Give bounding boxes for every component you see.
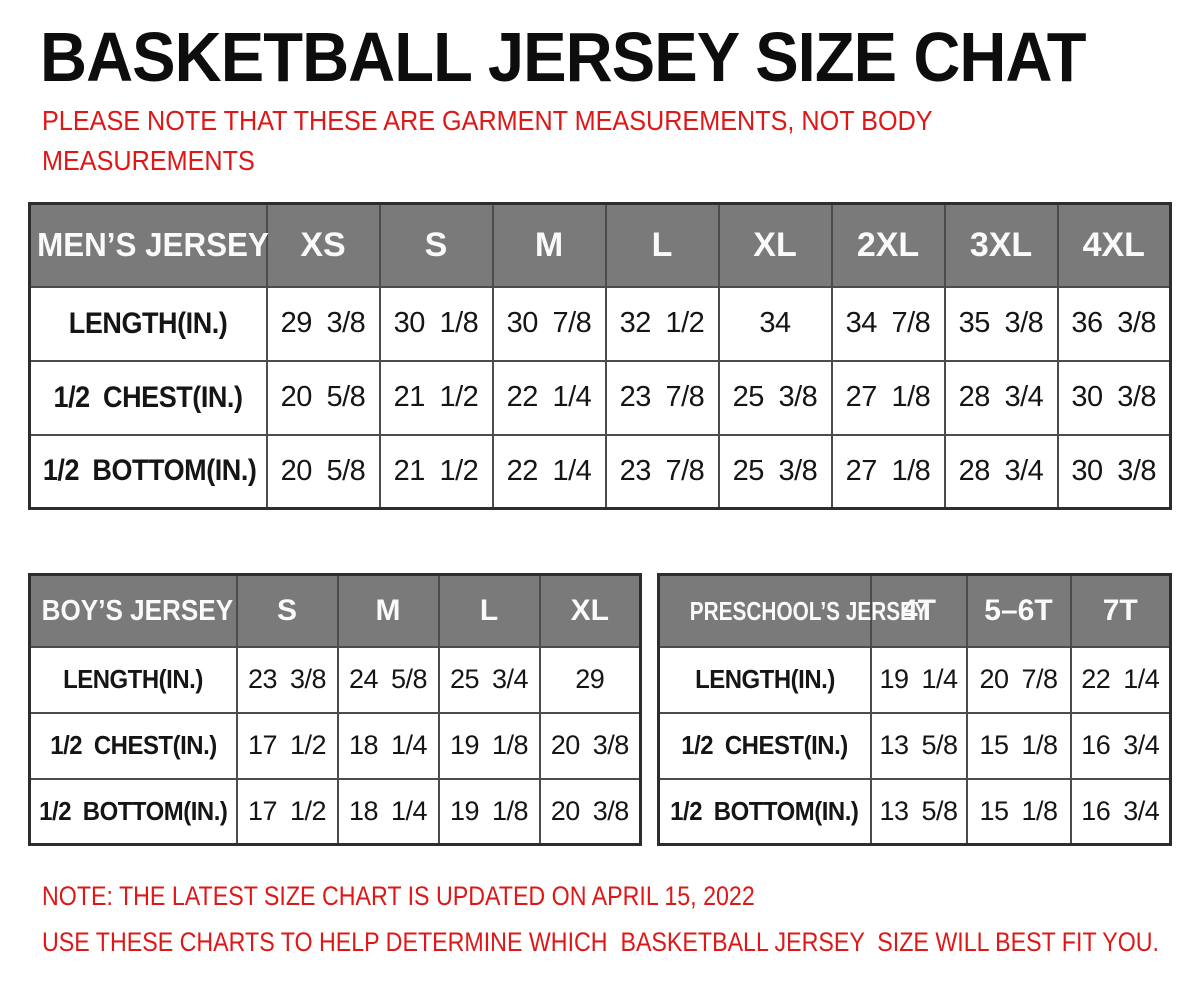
row-label-cell: 1/2 BOTTOM(IN.) <box>28 433 268 510</box>
note-usage: USE THESE CHARTS TO HELP DETERMINE WHICH… <box>42 927 1160 957</box>
measurement-cell: 27 1/8 <box>830 359 946 436</box>
measurement-cell: 17 1/2 <box>235 777 339 846</box>
disclaimer-line: MEASUREMENTS <box>42 144 255 176</box>
table-row: 1/2 CHEST(IN.) 20 5/8 21 1/2 22 1/4 23 7… <box>28 359 1172 436</box>
row-label-cell: 1/2 BOTTOM(IN.) <box>657 777 872 846</box>
table-header-row: BOY’S JERSEY S M L XL <box>28 573 642 648</box>
measurement-cell: 28 3/4 <box>943 433 1059 510</box>
table-title: MEN’S JERSEY <box>37 225 269 263</box>
row-label-cell: 1/2 CHEST(IN.) <box>28 359 268 436</box>
size-header-cell: L <box>604 202 720 288</box>
measurement-cell: 23 7/8 <box>604 433 720 510</box>
size-header-cell: S <box>378 202 494 288</box>
measurement-cell: 23 3/8 <box>235 645 339 714</box>
measurement-cell: 16 3/4 <box>1069 777 1172 846</box>
measurement-cell: 18 1/4 <box>336 711 440 780</box>
table-row: LENGTH(IN.) 19 1/4 20 7/8 22 1/4 <box>657 645 1172 714</box>
measurement-cell: 22 1/4 <box>491 433 607 510</box>
measurement-cell: 17 1/2 <box>235 711 339 780</box>
table-title-cell: MEN’S JERSEY <box>28 202 269 288</box>
table-row: 1/2 CHEST(IN.) 13 5/8 15 1/8 16 3/4 <box>657 711 1172 780</box>
measurement-cell: 35 3/8 <box>943 285 1059 362</box>
table-header-row: PRESCHOOL’S JERSEY 4T 5–6T 7T <box>657 573 1172 648</box>
row-label-cell: LENGTH(IN.) <box>657 645 872 714</box>
table-header-row: MEN’S JERSEY XS S M L XL 2XL 3XL 4XL <box>28 202 1172 288</box>
mens-jersey-table: MEN’S JERSEY XS S M L XL 2XL 3XL 4XL LEN… <box>28 202 1172 510</box>
table-title: BOY’S JERSEY <box>41 594 234 627</box>
page-title: BASKETBALL JERSEY SIZE CHAT <box>40 18 1087 96</box>
measurement-cell: 24 5/8 <box>336 645 440 714</box>
measurement-cell: 30 1/8 <box>378 285 494 362</box>
size-header-cell: 5–6T <box>965 573 1072 648</box>
measurement-cell: 20 7/8 <box>965 645 1072 714</box>
size-header-cell: 4T <box>869 573 968 648</box>
measurement-cell: 30 7/8 <box>491 285 607 362</box>
size-header-cell: XL <box>538 573 642 648</box>
measurement-cell: 20 3/8 <box>538 711 642 780</box>
boys-jersey-table: BOY’S JERSEY S M L XL LENGTH(IN.) 23 3/8… <box>28 573 642 846</box>
measurement-cell: 20 5/8 <box>265 359 381 436</box>
note-updated: NOTE: THE LATEST SIZE CHART IS UPDATED O… <box>42 881 755 911</box>
row-label-cell: 1/2 CHEST(IN.) <box>657 711 872 780</box>
measurement-cell: 21 1/2 <box>378 433 494 510</box>
size-header-cell: 3XL <box>943 202 1059 288</box>
measurement-cell: 22 1/4 <box>491 359 607 436</box>
preschool-jersey-table: PRESCHOOL’S JERSEY 4T 5–6T 7T LENGTH(IN.… <box>657 573 1172 846</box>
measurement-cell: 18 1/4 <box>336 777 440 846</box>
table-row: LENGTH(IN.) 23 3/8 24 5/8 25 3/4 29 <box>28 645 642 714</box>
measurement-cell: 22 1/4 <box>1069 645 1172 714</box>
measurement-cell: 15 1/8 <box>965 777 1072 846</box>
measurement-cell: 28 3/4 <box>943 359 1059 436</box>
measurement-cell: 13 5/8 <box>869 711 968 780</box>
size-header-cell: S <box>235 573 339 648</box>
measurement-cell: 27 1/8 <box>830 433 946 510</box>
table-title-cell: PRESCHOOL’S JERSEY <box>657 573 928 648</box>
size-header-cell: 2XL <box>830 202 946 288</box>
measurement-cell: 23 7/8 <box>604 359 720 436</box>
table-title: PRESCHOOL’S JERSEY <box>689 595 928 626</box>
size-header-cell: XS <box>265 202 381 288</box>
garment-disclaimer: PLEASE NOTE THAT THESE ARE GARMENT MEASU… <box>42 101 933 181</box>
measurement-cell: 25 3/8 <box>717 359 833 436</box>
measurement-cell: 21 1/2 <box>378 359 494 436</box>
table-title-cell: BOY’S JERSEY <box>28 573 238 648</box>
measurement-cell: 29 3/8 <box>265 285 381 362</box>
measurement-cell: 25 3/4 <box>437 645 541 714</box>
measurement-cell: 32 1/2 <box>604 285 720 362</box>
size-header-cell: M <box>336 573 440 648</box>
measurement-cell: 19 1/4 <box>869 645 968 714</box>
size-header-cell: XL <box>717 202 833 288</box>
measurement-cell: 36 3/8 <box>1056 285 1172 362</box>
measurement-cell: 30 3/8 <box>1056 433 1172 510</box>
measurement-cell: 30 3/8 <box>1056 359 1172 436</box>
size-header-cell: 4XL <box>1056 202 1172 288</box>
table-row: 1/2 BOTTOM(IN.) 13 5/8 15 1/8 16 3/4 <box>657 777 1172 846</box>
measurement-cell: 13 5/8 <box>869 777 968 846</box>
measurement-cell: 34 <box>717 285 833 362</box>
size-header-cell: M <box>491 202 607 288</box>
table-row: 1/2 BOTTOM(IN.) 20 5/8 21 1/2 22 1/4 23 … <box>28 433 1172 510</box>
disclaimer-line: PLEASE NOTE THAT THESE ARE GARMENT MEASU… <box>42 105 933 136</box>
measurement-cell: 15 1/8 <box>965 711 1072 780</box>
measurement-cell: 19 1/8 <box>437 777 541 846</box>
table-row: 1/2 BOTTOM(IN.) 17 1/2 18 1/4 19 1/8 20 … <box>28 777 642 846</box>
size-header-cell: 7T <box>1069 573 1172 648</box>
table-row: LENGTH(IN.) 29 3/8 30 1/8 30 7/8 32 1/2 … <box>28 285 1172 362</box>
row-label-cell: LENGTH(IN.) <box>28 645 238 714</box>
row-label-cell: LENGTH(IN.) <box>28 285 268 362</box>
row-label-cell: 1/2 BOTTOM(IN.) <box>28 777 238 846</box>
measurement-cell: 34 7/8 <box>830 285 946 362</box>
measurement-cell: 16 3/4 <box>1069 711 1172 780</box>
row-label-cell: 1/2 CHEST(IN.) <box>28 711 238 780</box>
table-row: 1/2 CHEST(IN.) 17 1/2 18 1/4 19 1/8 20 3… <box>28 711 642 780</box>
size-header-cell: L <box>437 573 541 648</box>
measurement-cell: 25 3/8 <box>717 433 833 510</box>
measurement-cell: 29 <box>538 645 642 714</box>
measurement-cell: 20 5/8 <box>265 433 381 510</box>
measurement-cell: 19 1/8 <box>437 711 541 780</box>
measurement-cell: 20 3/8 <box>538 777 642 846</box>
